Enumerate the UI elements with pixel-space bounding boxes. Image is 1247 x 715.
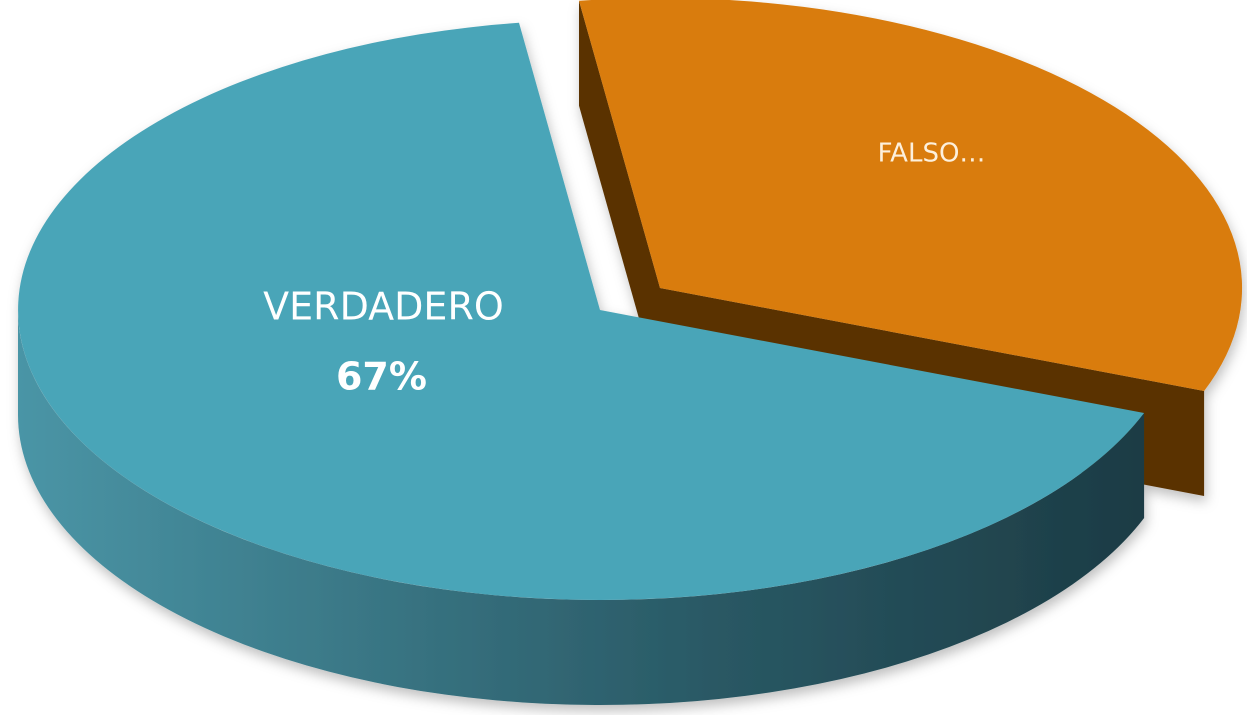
slice-wall [17,310,1145,706]
category-label: VERDADERO [263,285,504,329]
value-label: 67% [336,355,427,399]
slice-side [579,0,660,394]
pie [17,0,1243,706]
category-label: FALSO… [878,138,986,168]
slice-top [18,22,1145,600]
labels: FALSO… VERDADERO 67% [263,138,985,398]
slice-top [579,0,1243,391]
slice [17,22,1145,706]
